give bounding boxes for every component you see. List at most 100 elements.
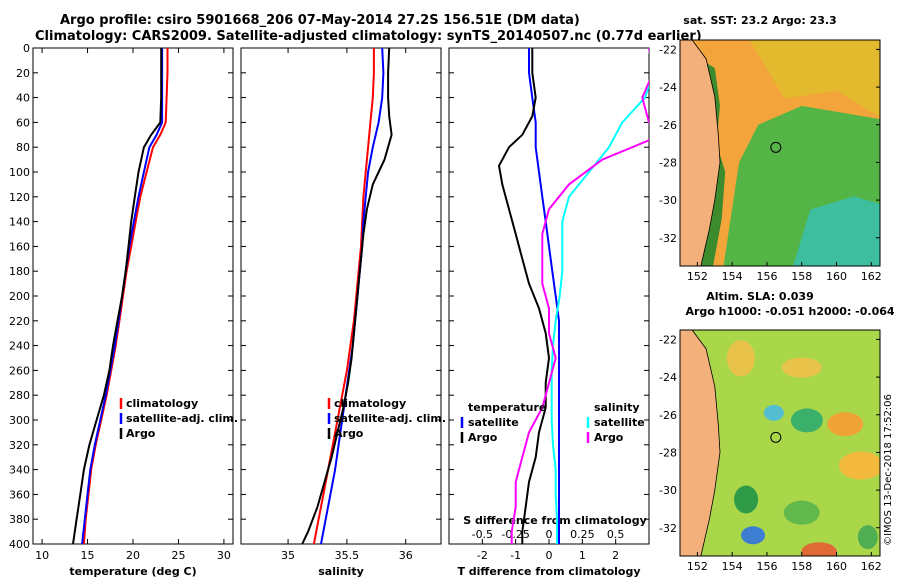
x-tick-label: 25 [171, 549, 185, 562]
y-tick-label: 20 [16, 67, 30, 80]
sla-anomaly-blob [838, 451, 880, 480]
sla-map-title: Altim. SLA: 0.039 [706, 290, 813, 303]
map-x-tick-label: 154 [722, 560, 743, 573]
y-tick-label: 120 [9, 191, 30, 204]
s-tick-label: -0.25 [501, 528, 529, 541]
map-y-tick-label: -30 [659, 194, 677, 207]
sla-anomaly-blob [763, 404, 784, 421]
s-axis-label: S difference from climatology [463, 514, 647, 527]
x-tick-label: 36 [399, 549, 413, 562]
map-y-tick-label: -24 [659, 371, 677, 384]
salinity-panel: 35 35.5 36 salinity climatology satellite-adj… [240, 47, 446, 578]
y-tick-label: 140 [9, 216, 30, 229]
x-tick-label: -1 [510, 549, 521, 562]
y-tick-label: 200 [9, 290, 30, 303]
sla-anomaly-blob [781, 357, 822, 378]
y-tick-label: 160 [9, 240, 30, 253]
map-x-tick-label: 158 [791, 270, 812, 283]
sla-anomaly-blob [790, 408, 823, 433]
y-tick-label: 180 [9, 265, 30, 278]
series-line-argo [72, 48, 163, 544]
copyright-label: ©IMOS 13-Dec-2018 17:52:06 [883, 394, 894, 546]
series-line-argo [301, 48, 393, 544]
figure-title-line2: Climatology: CARS2009. Satellite-adjuste… [35, 29, 702, 44]
sla-map: 152 154 156 158 160 162 -22 -24 -26 -28 -30 -32 [659, 329, 882, 573]
sla-anomaly-blob [857, 525, 878, 550]
x-tick-label: 2 [612, 549, 619, 562]
legend-label: satellite-adj. clim. [334, 412, 446, 425]
legend-label: Argo [468, 431, 498, 444]
sla-anomaly-blob [734, 485, 759, 514]
s-tick-label: 0 [546, 528, 553, 541]
series-line-climatology [312, 48, 375, 544]
map-x-tick-label: 152 [687, 560, 708, 573]
x-tick-label: 0 [546, 549, 553, 562]
legend-label: Argo [126, 427, 156, 440]
legend-title-salinity: salinity [594, 401, 640, 414]
figure-title-line1: Argo profile: csiro 5901668_206 07-May-2… [60, 13, 580, 28]
sst-cyan-zone [793, 196, 880, 266]
plot-frame [32, 47, 234, 545]
y-tick-label: 260 [9, 364, 30, 377]
map-y-tick-label: -26 [659, 409, 677, 422]
series-line-temperature-satellite [528, 48, 560, 544]
land-mass [680, 40, 721, 266]
argo-position-marker [770, 431, 782, 443]
series-group [497, 48, 649, 544]
x-tick-label: -2 [477, 549, 488, 562]
x-axis-label: temperature (deg C) [69, 565, 196, 578]
map-x-tick-label: 158 [791, 560, 812, 573]
sla-anomaly-blob [827, 412, 864, 437]
y-tick-label: 380 [9, 513, 30, 526]
y-tick-label: 280 [9, 389, 30, 402]
map-y-tick-label: -32 [659, 232, 677, 245]
y-tick-label: 400 [9, 538, 30, 551]
map-x-tick-label: 162 [861, 560, 882, 573]
y-tick-label: 100 [9, 166, 30, 179]
map-y-tick-label: -30 [659, 484, 677, 497]
map-y-tick-label: -28 [659, 156, 677, 169]
map-field [680, 330, 880, 556]
x-axis-label: T difference from climatology [457, 565, 640, 578]
y-tick-label: 0 [23, 42, 30, 55]
map-x-tick-label: 154 [722, 270, 743, 283]
legend-label: Argo [334, 427, 364, 440]
sla-anomaly-blob [741, 526, 766, 545]
y-tick-label: 220 [9, 315, 30, 328]
x-tick-label: 35 [281, 549, 295, 562]
sla-anomaly-blob [801, 542, 838, 556]
legend-title-temperature: temperature [468, 401, 546, 414]
legend-label: satellite [594, 416, 645, 429]
map-x-tick-label: 156 [756, 270, 777, 283]
x-tick-label: 30 [217, 549, 231, 562]
series-line-climatology [82, 48, 169, 544]
y-tick-label: 60 [16, 116, 30, 129]
sst-map: 152 154 156 158 160 162 -22 -24 -26 -28 -30 -32 [659, 39, 882, 283]
plot-frame [448, 47, 650, 545]
legend-label: climatology [126, 397, 198, 410]
x-axis-label: salinity [318, 565, 364, 578]
map-y-tick-label: -28 [659, 446, 677, 459]
x-tick-label: 20 [126, 549, 140, 562]
temperature-panel: 0 20 40 60 80 100 120 140 160 180 200 220 240 260 280 3… [9, 42, 238, 578]
legend-label: climatology [334, 397, 406, 410]
y-tick-label: 240 [9, 340, 30, 353]
series-line-temperature-Argo [497, 48, 551, 544]
map-y-tick-label: -22 [659, 333, 677, 346]
map-x-tick-label: 156 [756, 560, 777, 573]
map-frame [679, 329, 881, 557]
s-tick-label: -0.5 [472, 528, 493, 541]
x-tick-label: 15 [81, 549, 95, 562]
s-tick-label: 0.5 [607, 528, 625, 541]
s-tick-label: 0.25 [570, 528, 595, 541]
map-y-tick-label: -32 [659, 522, 677, 535]
x-tick-label: 35.5 [335, 549, 360, 562]
legend-label: satellite [468, 416, 519, 429]
sla-anomaly-blob [783, 500, 820, 525]
legend-label: Argo [594, 431, 624, 444]
argo-position-marker [770, 141, 782, 153]
plot-frame [240, 47, 442, 545]
series-group [72, 48, 169, 544]
map-x-tick-label: 162 [861, 270, 882, 283]
